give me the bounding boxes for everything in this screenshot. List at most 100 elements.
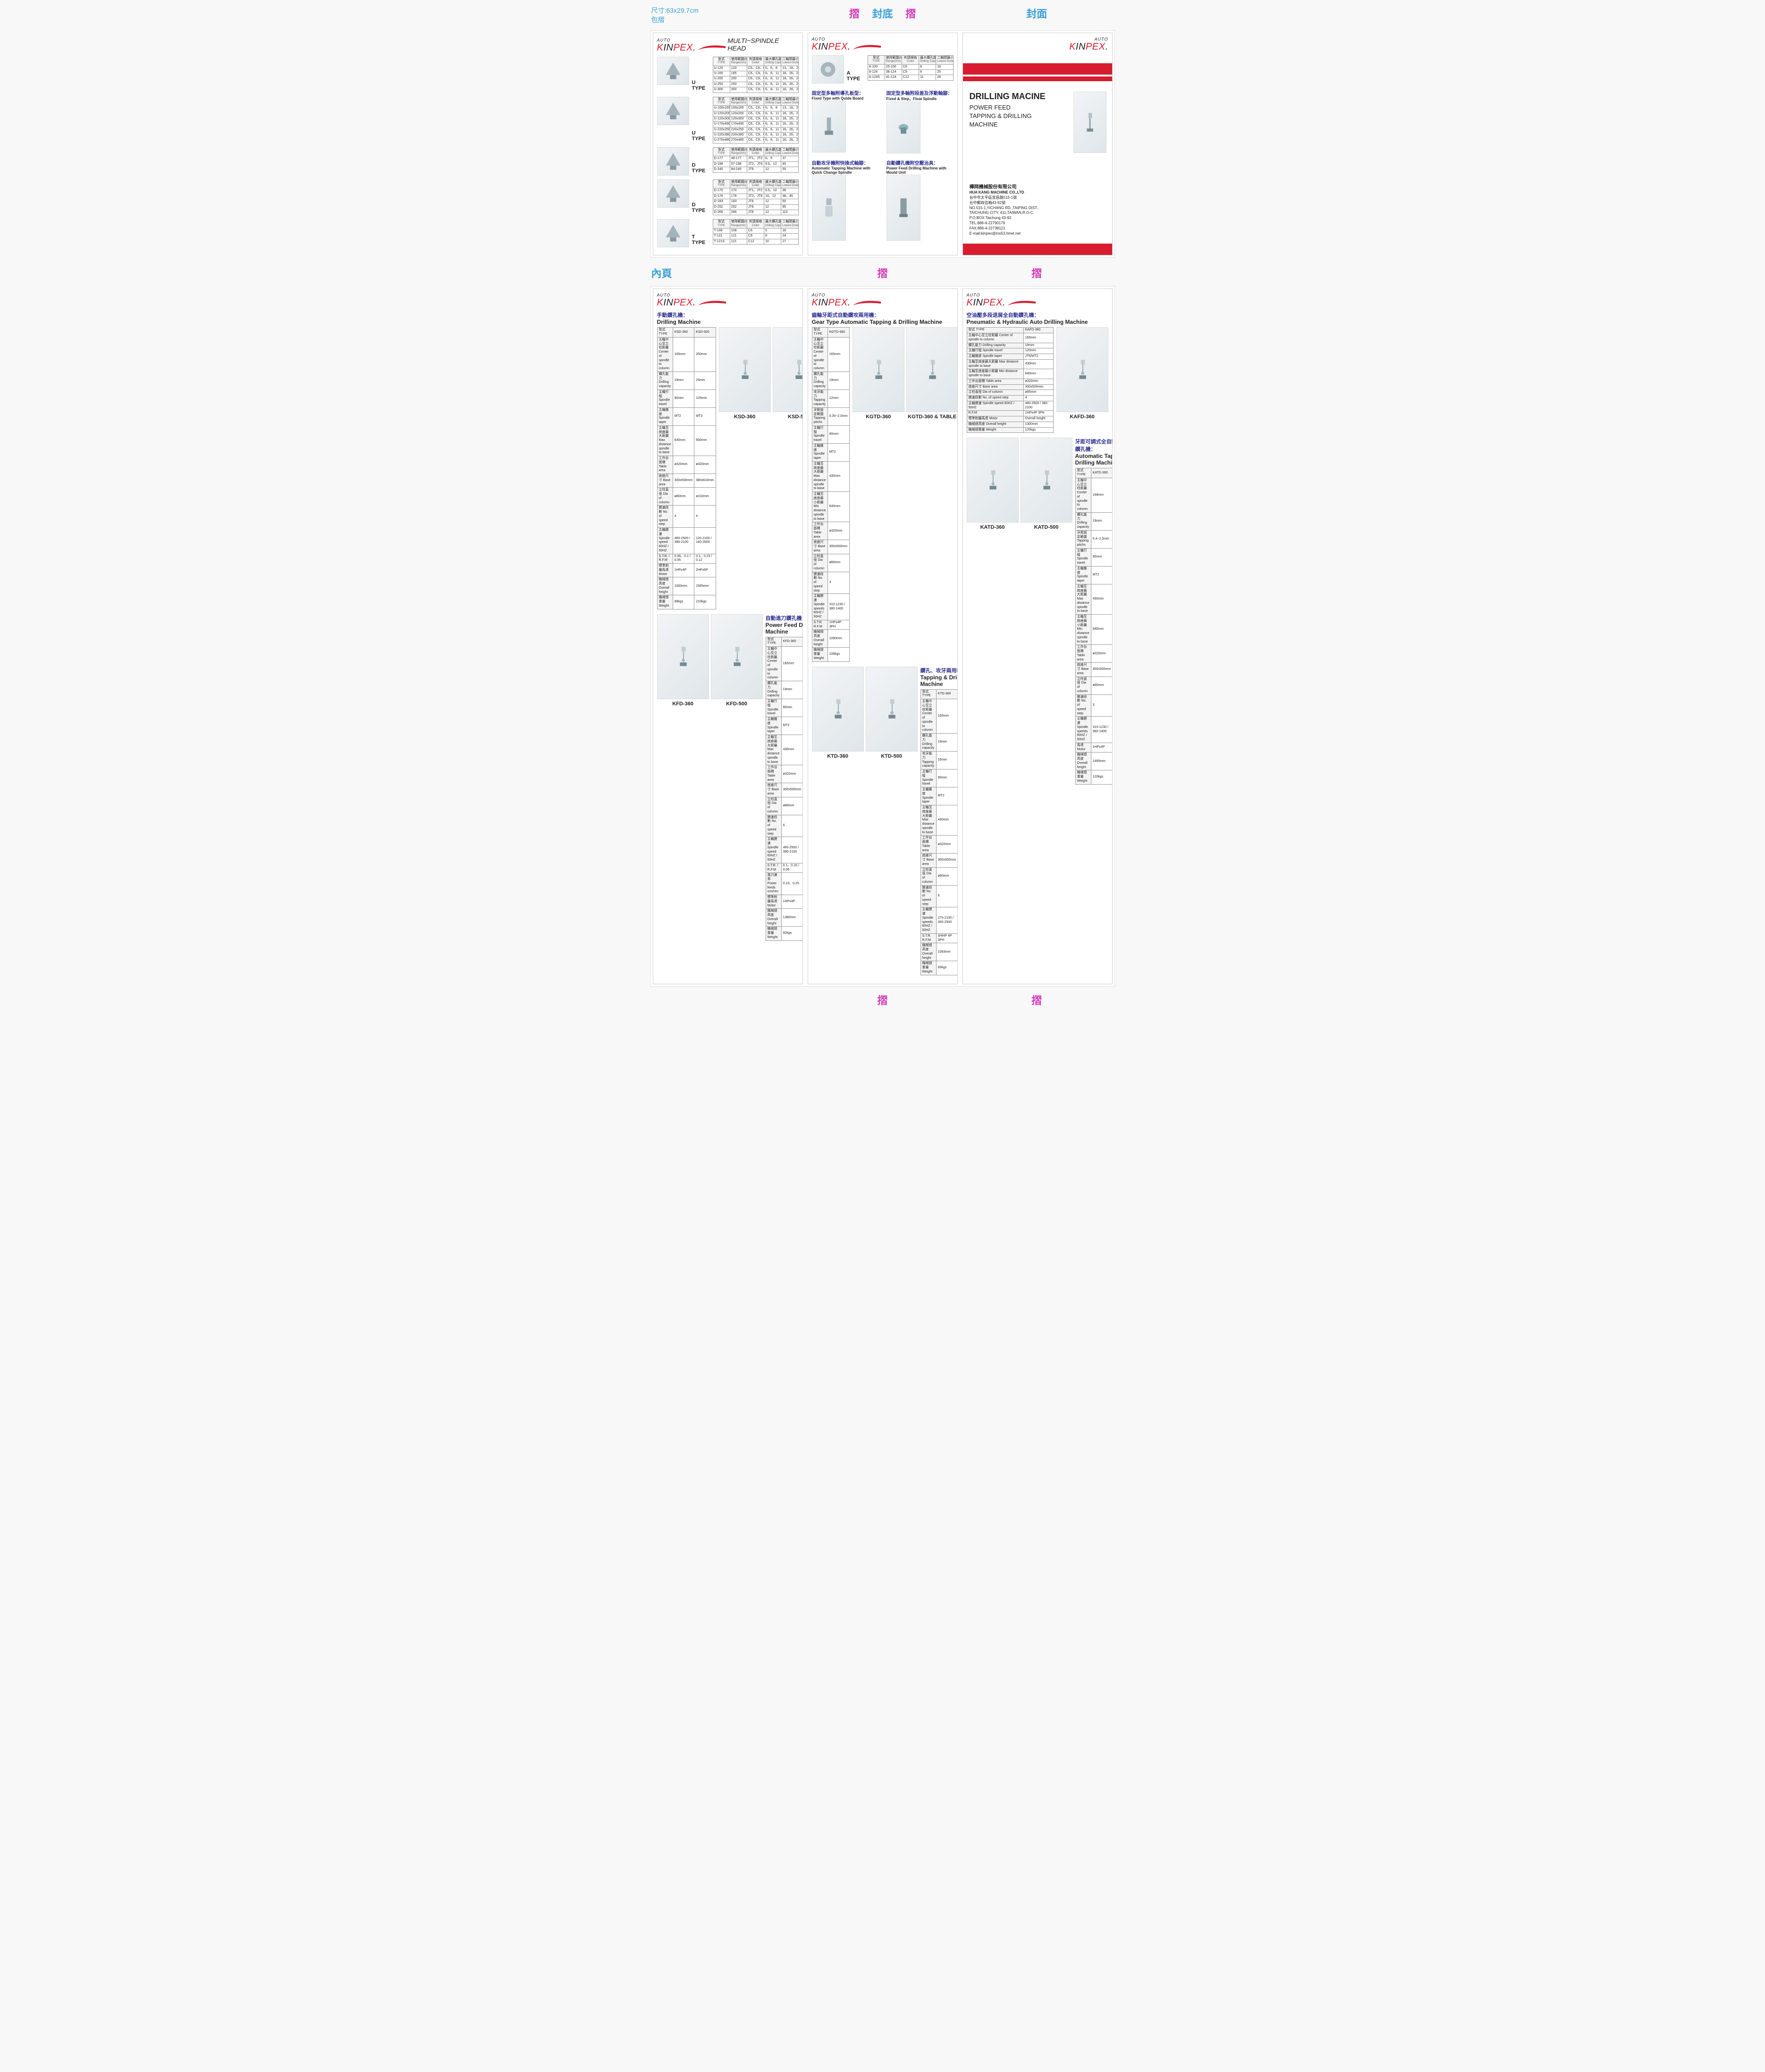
product-photo	[887, 101, 921, 153]
fold-label: 摺	[878, 268, 888, 279]
model-caption: KSD-360	[719, 414, 771, 420]
vspec-table: 型式 TYPEKTD-360KTD-500主軸中心至立柱距離 Center of…	[921, 689, 958, 975]
type-label: A TYPE	[847, 70, 865, 84]
caption-en: Power Feed Drilling Machine with Mould U…	[887, 166, 954, 175]
red-band	[963, 76, 1112, 81]
machine-photo	[967, 438, 1019, 523]
fold-label: 摺	[849, 8, 860, 20]
swoosh-icon	[698, 44, 726, 47]
section-title-en: Gear Type Automatic Tapping & Drilling M…	[812, 319, 954, 325]
vspec-table: 型式 TYPEKATD-360KATD-500主軸中心至立柱距離 Center …	[1075, 468, 1113, 784]
vspec-table: 型式 TYPEKFD-360KFD-500主軸中心至立柱距離 Center of…	[766, 637, 803, 941]
section-title-zh: 鑽孔、攻牙兩用機：	[921, 667, 958, 674]
print-marks-bottom: 摺 摺	[650, 987, 1115, 1007]
model-caption: KGTD-360 & TABLE	[906, 414, 958, 420]
machine-photo	[853, 327, 904, 412]
product-photo	[887, 175, 921, 241]
spindle-head-photo	[657, 57, 689, 85]
caption-zh: 自動鑽孔機附空壓治具：	[887, 159, 954, 166]
vspec-table: 型式 TYPEKSD-360KSD-500主軸中心至立柱距離 Center of…	[657, 327, 716, 609]
kinpex-logo: AUTO KINPEX. MULTI~SPINDLE HEAD	[657, 37, 799, 54]
machine-photo	[812, 667, 864, 752]
print-marks-mid: 內頁 摺 摺	[650, 258, 1115, 286]
front-cover-label: 封面	[1026, 8, 1047, 20]
vspec-table: 型式 TYPEKAFD-360主軸中心至立柱距離 Center of spind…	[967, 327, 1054, 433]
type-label: D TYPE	[692, 202, 710, 215]
spec-table: 型式TYPE使用範圍(MM)Range(mm)夾頭規格Collet最大鑽孔能力(…	[713, 57, 799, 93]
section-title-en: Drilling Machine	[657, 319, 799, 325]
cover-title: DRILLING MACINE POWER FEED TAPPING & DRI…	[970, 92, 1065, 129]
spindle-head-photo	[657, 147, 689, 176]
kinpex-logo: AUTO KINPEX.	[1069, 37, 1108, 52]
spec-table: 型式TYPE使用範圍(MM)Range(mm)夾頭規格Collet最大鑽孔能力(…	[868, 55, 954, 81]
trifold-outside: AUTO KINPEX. MULTI~SPINDLE HEAD U TYPE型式…	[650, 30, 1115, 258]
trifold-inside: AUTOKINPEX. 手動鑽孔機：Drilling Machine 型式 TYP…	[650, 286, 1115, 986]
section-title-zh: 齒輪牙距式自動鑽攻兩用機：	[812, 311, 954, 319]
fold-label: 摺	[878, 995, 888, 1006]
caption-en: Fixed Type with Quide Board	[812, 96, 879, 101]
model-caption: KSD-500	[773, 414, 803, 420]
caption-zh: 固定型多軸附段差及浮動軸腳：	[887, 89, 954, 96]
inner-page-label: 內頁	[651, 268, 672, 279]
red-band	[963, 244, 1112, 255]
model-caption: KATD-500	[1021, 524, 1073, 530]
caption-zh: 固定型多軸附導孔板型：	[812, 89, 879, 96]
machine-photo	[657, 614, 709, 699]
section-title-en: Tapping & Drilling Machine	[921, 674, 958, 687]
back-cover-label: 封底	[872, 8, 893, 20]
model-caption: KTD-360	[812, 753, 864, 759]
machine-photo	[906, 327, 958, 412]
a-type-photo	[812, 55, 844, 84]
wrap-label: 包摺	[651, 15, 806, 25]
caption-en: Fixed & Step，Float Spindle	[887, 96, 954, 101]
panel-kgtd-ktd: AUTOKINPEX. 齒輪牙距式自動鑽攻兩用機：Gear Type Autom…	[808, 288, 958, 984]
red-band	[963, 63, 1112, 75]
model-caption: KFD-360	[657, 701, 709, 707]
section-title-zh: 空油壓多段退屑全自動鑽孔機：	[967, 311, 1108, 319]
machine-photo	[1056, 327, 1108, 412]
machine-photo	[866, 667, 918, 752]
panel-frontcover: AUTO KINPEX. DRILLING MACINE POWER FEED …	[963, 33, 1113, 255]
spec-table: 型式TYPE使用範圍(MM)Range(mm)夾頭規格Collet最大鑽孔能力(…	[713, 97, 799, 144]
panel-ksd-kfd: AUTOKINPEX. 手動鑽孔機：Drilling Machine 型式 TYP…	[653, 288, 803, 984]
kinpex-logo: AUTOKINPEX.	[812, 293, 954, 308]
type-label: D TYPE	[692, 162, 710, 176]
machine-photo	[719, 327, 771, 412]
fold-label: 摺	[1031, 995, 1042, 1006]
swoosh-icon	[853, 43, 881, 46]
print-marks-top: 尺寸:63x29.7cm 包摺 摺 封底 摺 封面	[650, 4, 1115, 30]
model-caption: KFD-500	[711, 701, 763, 707]
panel-kafd-katd: AUTOKINPEX. 空油壓多段退屑全自動鑽孔機：Pneumatic & Hy…	[963, 288, 1113, 984]
model-caption: KTD-500	[866, 753, 918, 759]
machine-photo	[773, 327, 803, 412]
section-title-en: Pneumatic & Hydraulic Auto Drilling Mach…	[967, 319, 1108, 325]
product-photo	[812, 101, 846, 152]
machine-photo	[1021, 438, 1073, 523]
cover-machine-photo	[1073, 92, 1106, 153]
fold-label: 摺	[1031, 268, 1042, 279]
model-caption: KATD-360	[967, 524, 1019, 530]
vspec-table: 型式 TYPEKGTD-360主軸中心至立柱距離 Center of spind…	[812, 327, 850, 661]
kinpex-logo: AUTO KINPEX.	[812, 37, 954, 52]
section-title-en: Power Feed Drilling Machine	[766, 622, 803, 635]
spec-table: 型式TYPE使用範圍(MM)Range(mm)夾頭規格Collet最大鑽孔能力(…	[713, 219, 799, 245]
a-type-table-wrap: 型式TYPE使用範圍(MM)Range(mm)夾頭規格Collet最大鑽孔能力(…	[868, 55, 954, 81]
panel-title: MULTI~SPINDLE HEAD	[727, 37, 798, 52]
model-caption: KGTD-360	[853, 414, 904, 420]
section-title-zh: 牙距可調式全自動攻牙、鑽孔機：	[1075, 438, 1113, 453]
kinpex-logo: AUTOKINPEX.	[967, 293, 1108, 308]
spindle-head-photo	[657, 219, 689, 247]
spindle-head-photo	[657, 97, 689, 125]
company-block: 樺岡機械股份有限公司 HUA KANG MACHINE CO.,LTD 台中市太…	[970, 184, 1106, 237]
model-caption: KAFD-360	[1056, 414, 1108, 420]
spindle-head-photo	[657, 179, 689, 208]
machine-photo	[711, 614, 763, 699]
kinpex-logo: AUTOKINPEX.	[657, 293, 799, 308]
fold-label-2: 摺	[905, 8, 916, 20]
dim-label: 尺寸:63x29.7cm	[651, 6, 806, 15]
section-title-zh: 手動鑽孔機：	[657, 311, 799, 319]
section-title-zh: 自動進刀鑽孔機：	[766, 614, 803, 622]
product-photo	[812, 175, 846, 241]
caption-en: Automatic Tapping Machine with Quick Cha…	[812, 166, 879, 175]
panel-backcover: AUTO KINPEX. A TYPE 型式TYPE使用範圍(MM)Range(…	[808, 33, 958, 255]
